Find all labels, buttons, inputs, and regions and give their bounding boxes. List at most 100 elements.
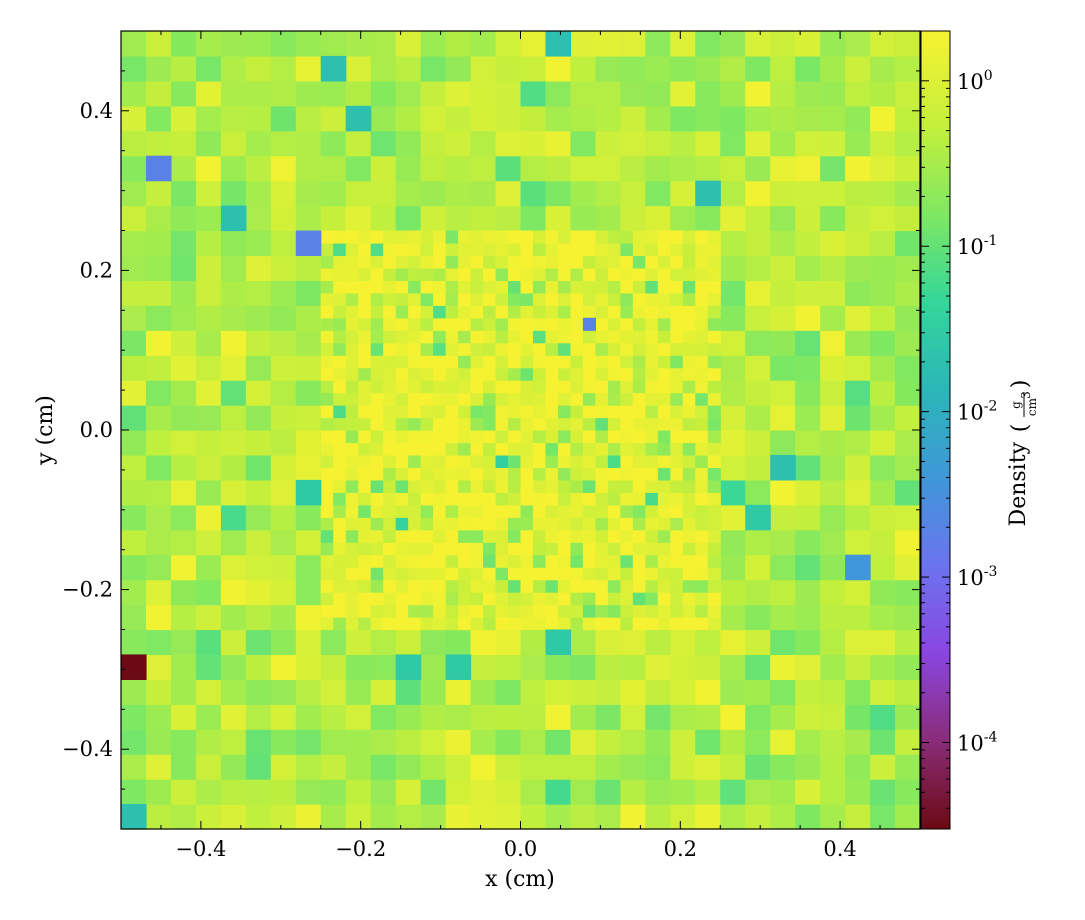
heatmap-cell [532,355,547,369]
heatmap-cell [557,454,572,469]
heatmap-cell [582,430,596,444]
heatmap-cell [570,517,584,531]
heatmap-cell [845,55,871,82]
heatmap-cell [145,155,172,182]
heatmap-cell [170,230,197,257]
heatmap-cell [220,554,247,581]
heatmap-cell [295,105,322,132]
heatmap-cell [845,779,871,805]
heatmap-cell [545,479,559,493]
heatmap-cell [295,280,322,306]
heatmap-cell [820,280,846,306]
heatmap-cell [570,55,597,82]
heatmap-cell [245,430,272,456]
heatmap-cell [395,317,409,331]
heatmap-cell [895,155,921,182]
heatmap-cell [795,80,821,107]
heatmap-cell [820,55,846,82]
heatmap-cell [395,330,409,344]
heatmap-cell [745,355,771,381]
heatmap-cell [145,754,172,780]
heatmap-cell [420,55,447,82]
heatmap-cell [820,604,846,631]
heatmap-cell [245,255,272,281]
heatmap-cell [770,280,796,306]
heatmap-cell [682,617,696,631]
heatmap-cell [333,567,347,581]
heatmap-cell [595,579,609,593]
colorbar [920,30,951,830]
heatmap-cell [333,280,347,294]
heatmap-cell [458,467,472,481]
heatmap-cell [820,654,846,680]
heatmap-cell [408,242,422,257]
heatmap-cell [245,205,272,232]
heatmap-cell [670,504,684,518]
heatmap-cell [532,567,547,581]
heatmap-cell [670,242,684,257]
heatmap-cell [795,105,821,132]
heatmap-cell [145,604,172,631]
heatmap-cell [370,417,384,431]
heatmap-cell [320,55,347,82]
heatmap-cell [607,392,621,406]
heatmap-cell [508,504,522,518]
heatmap-cell [395,729,422,755]
heatmap-cell [395,230,409,244]
heatmap-cell [520,754,547,780]
heatmap-cell [795,779,821,805]
heatmap-cell [520,430,534,444]
heatmap-cell [720,529,746,556]
y-tick-label: 0.0 [80,418,113,442]
heatmap-cell [383,479,397,493]
heatmap-cell [557,479,572,493]
heatmap-cell [295,155,322,182]
heatmap-cell [770,729,796,755]
heatmap-cell [632,255,646,269]
heatmap-cell [607,592,621,606]
heatmap-cell [557,517,572,531]
heatmap-cell [245,180,272,207]
heatmap-cell [707,467,721,481]
heatmap-cell [545,729,572,755]
heatmap-cell [870,305,896,331]
heatmap-cell [570,654,597,680]
heatmap-cell [333,504,347,518]
heatmap-cell [170,529,197,556]
heatmap-cell [508,230,522,244]
heatmap-cell [220,479,247,506]
heatmap-cell [545,604,559,618]
heatmap-cell [358,567,372,581]
heatmap-cell [770,554,796,581]
heatmap-cell [245,55,272,82]
heatmap-cell [695,517,709,531]
heatmap-cell [121,729,147,755]
heatmap-cell [682,467,696,481]
heatmap-cell [770,255,796,281]
heatmap-cell [570,155,597,182]
heatmap-cell [820,554,846,581]
heatmap-cell [320,729,347,755]
heatmap-cell [582,405,596,419]
heatmap-cell [870,804,896,830]
heatmap-cell [870,779,896,805]
heatmap-cell [145,704,172,730]
heatmap-cell [770,380,796,406]
heatmap-cell [695,542,709,556]
heatmap-cell [333,479,347,493]
heatmap-cell [670,479,684,493]
heatmap-cell [770,479,796,506]
heatmap-cell [607,517,621,531]
heatmap-cell [145,554,172,581]
heatmap-cell [545,442,559,456]
heatmap-cell [220,654,247,680]
heatmap-cell [707,604,721,618]
heatmap-cell [895,55,921,82]
heatmap-cell [620,629,646,656]
heatmap-cell [695,454,709,469]
heatmap-cell [820,330,846,356]
heatmap-cell [645,380,659,394]
heatmap-cell [270,679,297,705]
heatmap-cell [195,280,222,306]
heatmap-cell [620,80,646,107]
